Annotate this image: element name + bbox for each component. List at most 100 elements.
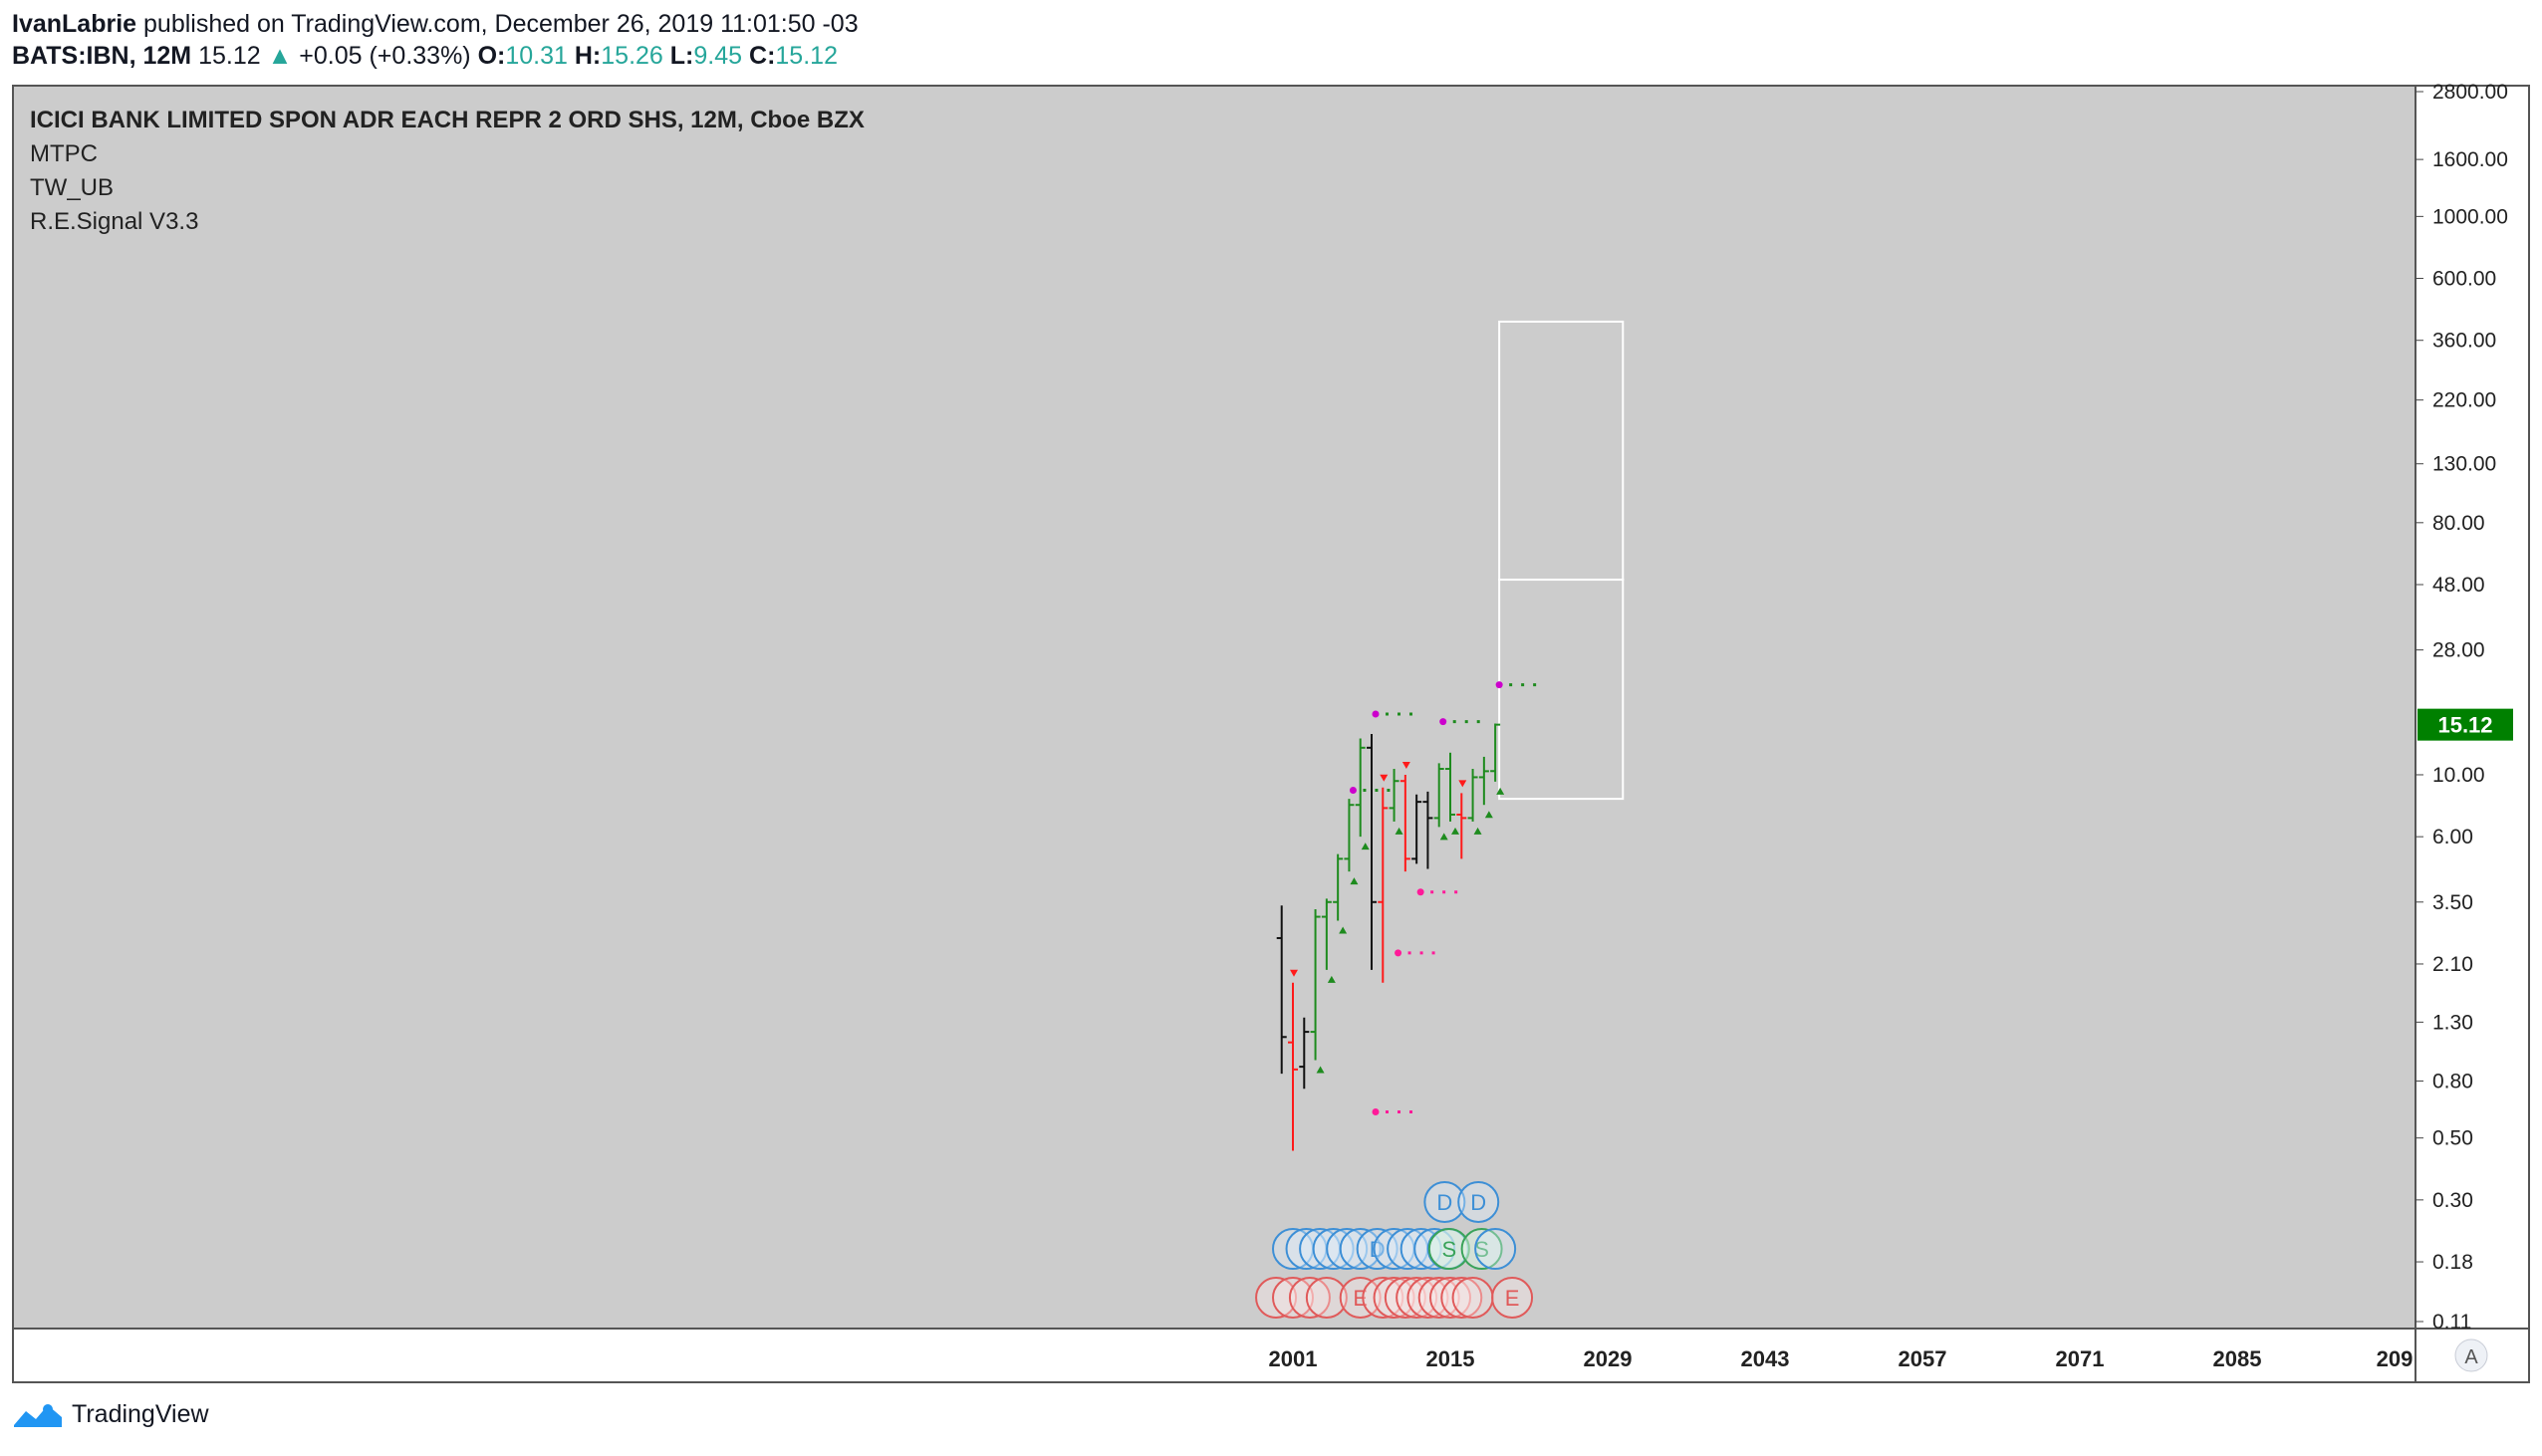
event-marker — [1362, 1277, 1404, 1319]
event-marker — [1373, 1277, 1415, 1319]
signal-up-triangle — [1496, 787, 1505, 795]
y-tick-label: 0.18 — [2432, 1251, 2473, 1274]
event-marker-label: S — [1474, 1237, 1489, 1262]
close-label: C: — [749, 42, 776, 70]
legend: ICICI BANK LIMITED SPON ADR EACH REPR 2 … — [30, 107, 865, 235]
footer-brand[interactable]: TradingView — [12, 1399, 209, 1429]
x-tick-label: 2029 — [1584, 1346, 1633, 1371]
event-marker — [1356, 1228, 1398, 1270]
x-tick-label: 2001 — [1269, 1346, 1318, 1371]
y-tick-label: 80.00 — [2432, 512, 2485, 535]
event-marker — [1474, 1228, 1517, 1270]
auto-scale-label[interactable]: A — [2464, 1346, 2478, 1368]
chart-svg[interactable]: ICICI BANK LIMITED SPON ADR EACH REPR 2 … — [0, 0, 2542, 1394]
x-tick-label: 209 — [2377, 1346, 2414, 1371]
y-tick-label: 0.80 — [2432, 1070, 2473, 1092]
level-marker-dot — [1416, 888, 1424, 896]
y-tick-label: 6.00 — [2432, 826, 2473, 849]
author-name[interactable]: IvanLabrie — [12, 10, 137, 38]
tradingview-logo-icon — [14, 1404, 62, 1427]
legend-indicator[interactable]: R.E.Signal V3.3 — [30, 208, 198, 235]
event-marker — [1491, 1277, 1534, 1319]
signal-down-triangle — [1290, 969, 1298, 977]
signal-up-triangle — [1473, 827, 1482, 835]
y-tick-label: 0.30 — [2432, 1189, 2473, 1212]
signal-down-triangle — [1401, 761, 1410, 769]
close-value: 15.12 — [775, 42, 838, 70]
plot-area[interactable] — [12, 85, 2416, 1330]
high-label: H: — [574, 42, 602, 70]
event-marker — [1255, 1277, 1298, 1319]
y-tick-label: 360.00 — [2432, 330, 2496, 353]
x-tick-label: 2085 — [2213, 1346, 2262, 1371]
signal-up-triangle — [1395, 827, 1403, 835]
legend-indicator[interactable]: TW_UB — [30, 174, 114, 201]
time-axis[interactable] — [12, 1328, 2530, 1383]
event-marker — [1384, 1277, 1426, 1319]
event-marker — [1429, 1277, 1471, 1319]
event-marker — [1272, 1277, 1314, 1319]
event-marker — [1326, 1228, 1369, 1270]
level-markers — [1349, 681, 1540, 1115]
level-marker-dot — [1372, 1107, 1380, 1115]
brand-name: TradingView — [72, 1399, 209, 1428]
y-tick-label: 28.00 — [2432, 639, 2485, 662]
event-marker-label: D — [1370, 1237, 1386, 1262]
publish-line: IvanLabrie published on TradingView.com,… — [12, 10, 859, 39]
up-arrow-icon: ▲ — [267, 42, 293, 70]
signal-up-triangle — [1439, 833, 1448, 841]
time-scale-ticks: 2001 2015 2029 2043 2057 2071 2085 209 — [1269, 1346, 2414, 1371]
event-marker — [1305, 1277, 1348, 1319]
event-marker — [1406, 1277, 1449, 1319]
last-price-badge — [2417, 708, 2513, 741]
y-tick-label: 1.30 — [2432, 1011, 2473, 1034]
event-marker — [1457, 1181, 1500, 1223]
price-scale-ticks: 2800.00 1600.00 1000.00 600.00 360.00 220.00 1… — [2415, 81, 2508, 1334]
signal-up-triangle — [1451, 827, 1459, 835]
event-marker — [1423, 1181, 1466, 1223]
symbol-interval: BATS:IBN, 12M — [12, 42, 192, 70]
level-marker-dot — [1495, 681, 1503, 689]
legend-title[interactable]: ICICI BANK LIMITED SPON ADR EACH REPR 2 … — [30, 107, 865, 133]
level-marker-dot — [1439, 718, 1447, 726]
y-tick-label: 0.50 — [2432, 1127, 2473, 1150]
symbol-line: BATS:IBN, 12M 15.12 ▲ +0.05 (+0.33%) O:1… — [12, 42, 838, 71]
y-tick-label: 48.00 — [2432, 574, 2485, 597]
x-tick-label: 2071 — [2056, 1346, 2105, 1371]
signal-up-triangle — [1361, 843, 1370, 850]
y-tick-label: 3.50 — [2432, 891, 2473, 914]
event-marker — [1339, 1228, 1382, 1270]
y-tick-label: 2.10 — [2432, 953, 2473, 976]
open-value: 10.31 — [505, 42, 568, 70]
x-tick-label: 2015 — [1426, 1346, 1475, 1371]
event-marker — [1339, 1277, 1382, 1319]
signal-up-triangle — [1350, 877, 1359, 885]
event-marker — [1440, 1277, 1483, 1319]
signal-up-triangle — [1339, 926, 1348, 934]
projection-boxes — [1498, 320, 1625, 801]
signal-up-triangle — [1484, 811, 1493, 819]
low-label: L: — [669, 42, 694, 70]
signal-down-triangle — [1380, 774, 1389, 782]
signal-down-triangle — [1458, 780, 1467, 788]
level-marker-dot — [1395, 949, 1402, 957]
y-tick-label: 220.00 — [2432, 389, 2496, 412]
event-marker — [1460, 1228, 1503, 1270]
y-tick-label: 600.00 — [2432, 268, 2496, 291]
price-change: +0.05 (+0.33%) — [299, 42, 471, 70]
published-text: published on TradingView.com, December 2… — [143, 10, 859, 38]
event-marker — [1396, 1277, 1438, 1319]
ohlc-bars — [1276, 723, 1505, 1151]
legend-indicator[interactable]: MTPC — [30, 140, 98, 167]
last-price-value: 15.12 — [2437, 713, 2492, 738]
projection-box — [1498, 320, 1625, 582]
signal-up-triangle — [1316, 1066, 1325, 1074]
event-marker — [1417, 1277, 1460, 1319]
event-marker-label: E — [1505, 1286, 1520, 1311]
x-tick-label: 2057 — [1899, 1346, 1947, 1371]
event-marker — [1288, 1277, 1331, 1319]
event-marker — [1451, 1277, 1494, 1319]
level-marker-dot — [1372, 710, 1380, 718]
auto-scale-button[interactable] — [2454, 1338, 2488, 1372]
open-label: O: — [477, 42, 506, 70]
